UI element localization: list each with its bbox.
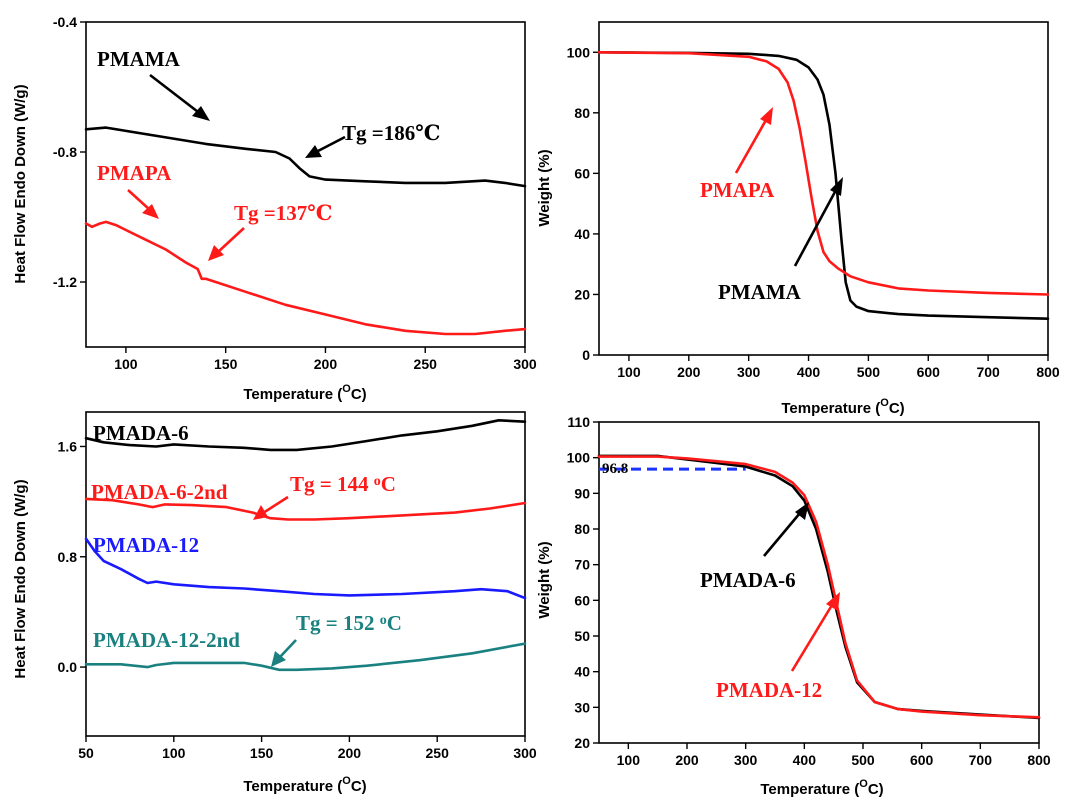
y-tick-label: 70 — [574, 557, 590, 573]
y-tick-label: 100 — [567, 450, 591, 466]
x-tick-label: 100 — [114, 356, 138, 372]
y-tick-label: 80 — [574, 105, 590, 121]
y-tick-label: 100 — [567, 44, 591, 60]
annotation-tg-152: Tg = 152 oC — [296, 611, 402, 635]
panel-dsc-pmama-pmapa: 100 150 200 250 300 -0.4 -0.8 -1.2 Temperature… — [12, 14, 537, 403]
y-axis-label: Weight (%) — [536, 541, 553, 618]
x-tick-label: 50 — [78, 745, 94, 761]
x-tick-label: 500 — [851, 752, 875, 768]
y-tick-label: 20 — [574, 735, 590, 751]
x-tick-label: 250 — [414, 356, 438, 372]
series-label-pmama: PMAMA — [97, 47, 181, 71]
y-axis-label: Heat Flow Endo Down (W/g) — [12, 84, 29, 283]
x-tick-label: 150 — [250, 745, 274, 761]
x-tick-label: 300 — [513, 356, 537, 372]
arrow-tg-152 — [271, 639, 297, 667]
x-tick-label: 250 — [426, 745, 450, 761]
y-tick-label: -1.2 — [53, 274, 77, 290]
reference-label: 96.8 — [602, 461, 628, 477]
series-line-pmada-12 — [84, 537, 527, 600]
annotation-tg-pmapa: Tg =137℃ — [234, 201, 332, 225]
x-tick-label: 700 — [976, 364, 1000, 380]
y-tick-label: 1.6 — [58, 438, 78, 454]
series-line-pmapa — [597, 50, 1050, 296]
arrow-tg-pmama — [305, 135, 346, 158]
x-tick-label: 500 — [857, 364, 881, 380]
panel-dsc-pmada: 50 100 150 200 250 300 0.0 0.8 1.6 Temperature … — [12, 411, 537, 795]
y-tick-label: 30 — [574, 699, 590, 715]
y-tick-label: 0.0 — [58, 659, 78, 675]
arrow-pmama — [793, 177, 843, 267]
y-tick-label: -0.4 — [53, 14, 77, 30]
x-tick-label: 800 — [1027, 752, 1051, 768]
x-tick-label: 200 — [677, 364, 701, 380]
annotation-tg-pmama: Tg =186℃ — [342, 121, 440, 145]
arrow-pmapa — [734, 107, 773, 174]
arrow-pmada-12 — [790, 592, 840, 672]
y-tick-label: 90 — [574, 485, 590, 501]
series-line-pmada-12 — [597, 455, 1041, 719]
arrow-pmapa-label — [127, 189, 159, 219]
y-tick-label: -0.8 — [53, 144, 77, 160]
y-tick-label: 40 — [574, 664, 590, 680]
plot-frame — [85, 411, 526, 737]
x-axis-label: Temperature (OC) — [243, 775, 366, 795]
x-tick-label: 300 — [737, 364, 761, 380]
series-line-pmada-12-2nd — [84, 642, 527, 672]
series-line-pmada-6 — [84, 418, 527, 452]
x-tick-label: 800 — [1036, 364, 1060, 380]
x-tick-label: 600 — [910, 752, 934, 768]
series-label-pmada-6: PMADA-6 — [93, 421, 189, 445]
series-label-pmapa: PMAPA — [700, 178, 775, 202]
x-tick-label: 400 — [793, 752, 817, 768]
x-tick-label: 100 — [617, 364, 641, 380]
series-line-pmapa — [84, 220, 527, 336]
arrow-pmada-6 — [763, 502, 809, 557]
y-tick-label: 20 — [574, 286, 590, 302]
arrow-pmama-label — [149, 73, 210, 121]
plot-frame — [598, 21, 1049, 356]
series-label-pmada-6: PMADA-6 — [700, 568, 796, 592]
series-line-pmama — [597, 50, 1050, 321]
x-tick-label: 200 — [314, 356, 338, 372]
x-axis-label: Temperature (OC) — [760, 778, 883, 798]
y-tick-label: 60 — [574, 592, 590, 608]
series-label-pmada-12: PMADA-12 — [716, 678, 822, 702]
x-tick-label: 100 — [162, 745, 186, 761]
x-tick-label: 300 — [513, 745, 537, 761]
panel-tga-pmada: 100 200 300 400 500 600 700 800 20 30 40 50 60 70 80 9… — [536, 414, 1051, 798]
x-tick-label: 100 — [617, 752, 641, 768]
y-tick-label: 40 — [574, 226, 590, 242]
plot-frame — [598, 421, 1040, 744]
y-tick-label: 0.8 — [58, 549, 78, 565]
panel-tga-pmama-pmapa: 100 200 300 400 500 600 700 800 0 20 40 60 80 100 Te… — [536, 21, 1060, 417]
x-tick-label: 150 — [214, 356, 238, 372]
x-tick-label: 200 — [675, 752, 699, 768]
x-tick-label: 600 — [917, 364, 941, 380]
y-tick-label: 50 — [574, 628, 590, 644]
series-label-pmapa: PMAPA — [97, 161, 172, 185]
x-tick-label: 700 — [969, 752, 993, 768]
x-tick-label: 200 — [338, 745, 362, 761]
series-label-pmada-6-2nd: PMADA-6-2nd — [91, 480, 228, 504]
x-axis-label: Temperature (OC) — [781, 397, 904, 417]
y-tick-label: 110 — [567, 414, 590, 430]
annotation-tg-144: Tg = 144 oC — [290, 472, 396, 496]
y-tick-label: 80 — [574, 521, 590, 537]
y-tick-label: 60 — [574, 165, 590, 181]
x-tick-label: 400 — [797, 364, 821, 380]
y-tick-label: 0 — [582, 347, 590, 363]
arrow-tg-144 — [253, 495, 289, 520]
series-label-pmada-12: PMADA-12 — [93, 533, 199, 557]
series-line-pmama — [84, 126, 527, 188]
x-axis-label: Temperature (OC) — [243, 383, 366, 403]
plot-frame — [85, 21, 526, 348]
series-label-pmada-12-2nd: PMADA-12-2nd — [93, 628, 240, 652]
x-tick-label: 300 — [734, 752, 758, 768]
series-label-pmama: PMAMA — [718, 280, 802, 304]
y-axis-label: Weight (%) — [536, 149, 553, 226]
arrow-tg-pmapa — [208, 227, 245, 261]
y-axis-label: Heat Flow Endo Down (W/g) — [12, 479, 29, 678]
